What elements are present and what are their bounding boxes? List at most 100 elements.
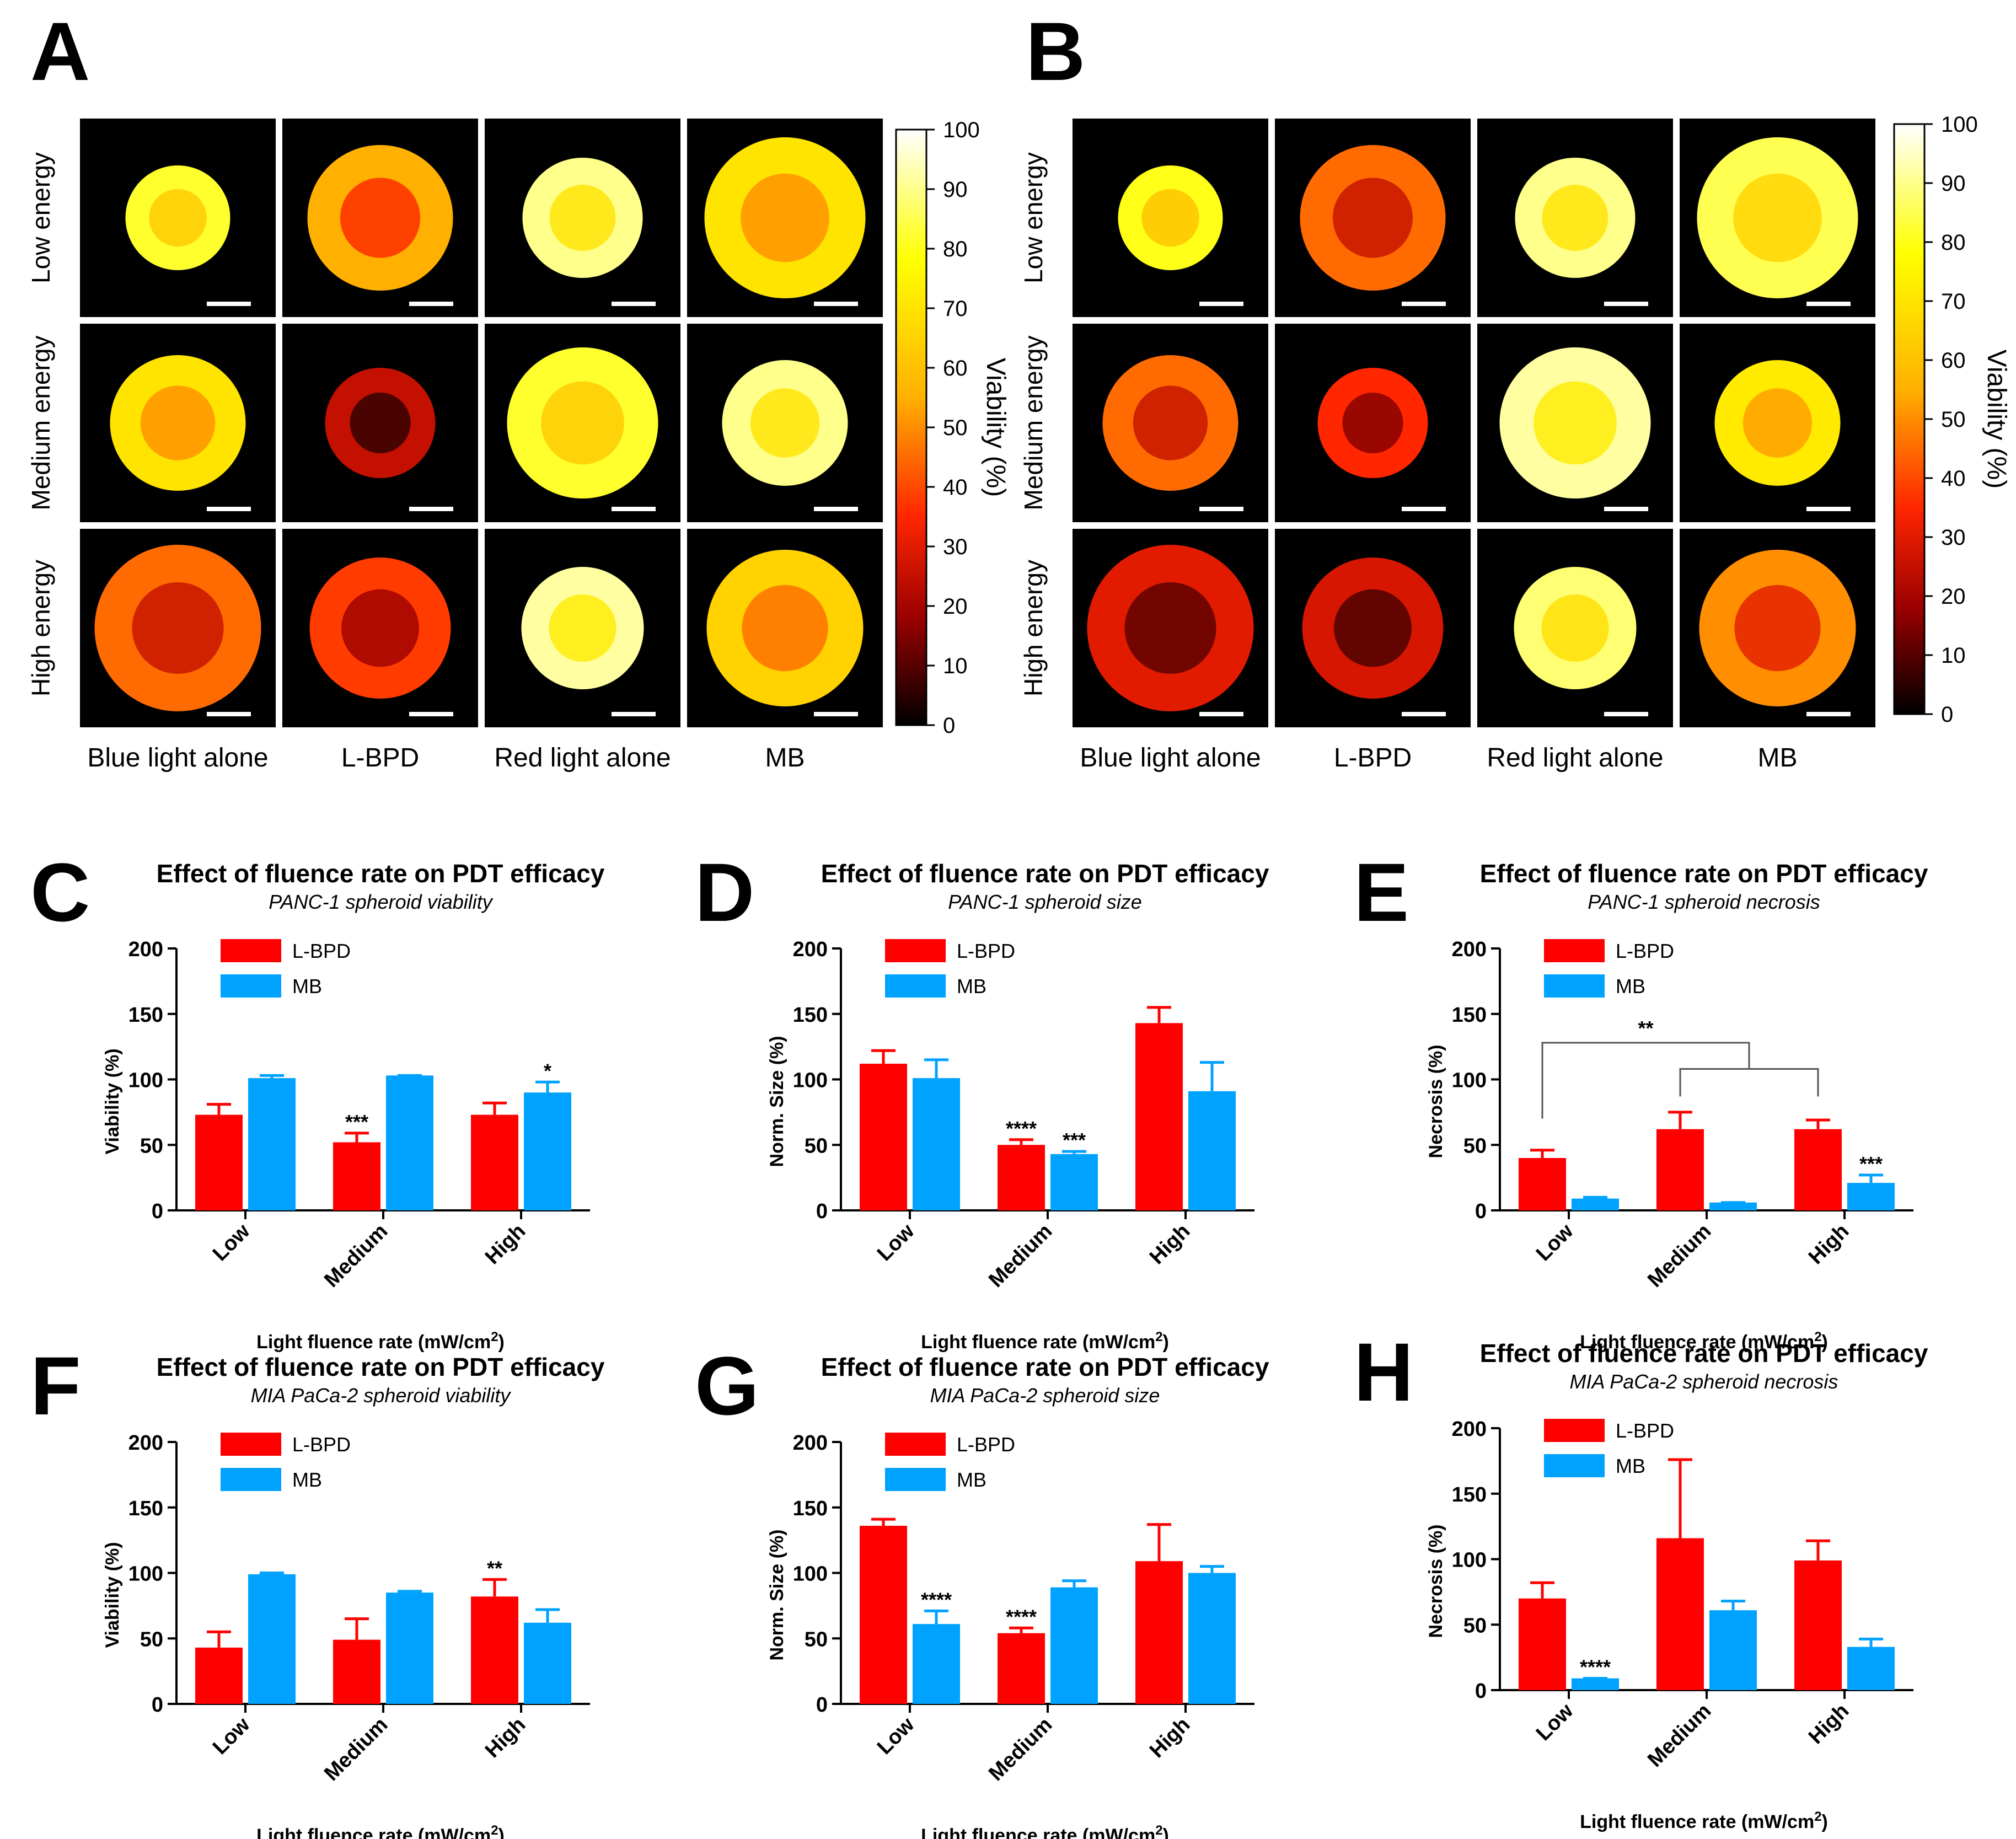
colorbar-tick-label: 10 — [943, 654, 968, 678]
colorbar-tick-label: 70 — [943, 297, 968, 321]
row-label: High energy — [1019, 560, 1048, 696]
spheroid-image — [80, 119, 276, 317]
x-axis-label-superscript: 2 — [491, 1329, 498, 1344]
spheroid-core — [1141, 189, 1199, 247]
x-tick-label: Low — [208, 1713, 255, 1759]
colorbar-tick-label: 20 — [943, 594, 968, 619]
bar-lbpd-high — [1794, 1129, 1842, 1210]
y-tick-label: 50 — [1463, 1134, 1487, 1157]
panel-letter: H — [1354, 1326, 1413, 1418]
scale-bar — [409, 507, 453, 511]
x-tick-label: Medium — [320, 1713, 392, 1786]
scale-bar — [207, 302, 251, 306]
legend-label: L-BPD — [292, 940, 351, 962]
y-axis-label: Norm. Size (%) — [766, 1529, 787, 1660]
significance-label: * — [544, 1059, 551, 1082]
colorbar-tick-label: 80 — [943, 237, 968, 261]
chart-panel-f: F Effect of fluence rate on PDT efficacy M… — [30, 1339, 605, 1839]
column-label: MB — [1758, 743, 1798, 773]
x-axis-label-superscript: 2 — [491, 1823, 498, 1838]
legend-label: MB — [292, 975, 322, 998]
y-tick-label: 200 — [128, 938, 163, 961]
bar-lbpd-high — [1135, 1023, 1183, 1210]
bar-lbpd-high — [1794, 1560, 1842, 1690]
x-tick-label: High — [481, 1713, 530, 1762]
spheroid-core — [1334, 589, 1412, 667]
chart-panel-c: C Effect of fluence rate on PDT efficacy P… — [30, 846, 605, 1353]
spheroid-core — [741, 173, 829, 262]
spheroid-core — [1742, 388, 1813, 458]
colorbar-tick-label: 100 — [943, 118, 980, 142]
legend-label: MB — [1616, 975, 1645, 998]
colorbar-tick-label: 20 — [1941, 585, 1966, 609]
spheroid-core — [140, 385, 216, 460]
bar-mb-high — [1188, 1573, 1236, 1704]
column-label: MB — [765, 743, 805, 773]
colorbar-tick-label: 10 — [1941, 644, 1966, 668]
spheroid-image — [1073, 119, 1268, 317]
y-tick-label: 0 — [1475, 1680, 1487, 1703]
bar-mb-medium — [386, 1075, 433, 1210]
chart-subtitle: PANC-1 spheroid size — [948, 891, 1141, 913]
spheroid-core — [1734, 585, 1821, 672]
y-tick-label: 0 — [152, 1200, 163, 1223]
y-tick-label: 100 — [793, 1563, 828, 1586]
x-axis-label: Light fluence rate (mW/cm2) — [256, 1329, 505, 1353]
y-tick-label: 0 — [816, 1200, 828, 1223]
scale-bar — [1806, 712, 1851, 716]
scale-bar — [612, 507, 656, 511]
bar-mb-high — [1188, 1091, 1236, 1210]
scale-bar — [814, 302, 858, 306]
chart-title: Effect of fluence rate on PDT efficacy — [1480, 1339, 1928, 1368]
bar-lbpd-low — [195, 1114, 243, 1210]
legend-swatch — [885, 1433, 946, 1456]
x-tick-label: Medium — [984, 1713, 1057, 1786]
y-tick-label: 150 — [128, 1497, 163, 1520]
spheroid-image — [1680, 324, 1875, 522]
bar-lbpd-medium — [1656, 1129, 1704, 1210]
scale-bar — [207, 712, 251, 716]
scale-bar — [612, 712, 656, 716]
x-axis-label-superscript: 2 — [1814, 1329, 1821, 1344]
spheroid-core — [1733, 173, 1822, 262]
colorbar-tick-label: 90 — [1941, 171, 1966, 196]
legend-swatch — [885, 1468, 946, 1491]
x-tick-label: Medium — [1643, 1220, 1715, 1292]
colorbar-tick-label: 40 — [1941, 467, 1966, 491]
scale-bar — [1806, 507, 1851, 511]
spheroid-image — [1477, 324, 1673, 522]
row-label: High energy — [26, 560, 55, 696]
spheroid-core — [149, 189, 207, 247]
bar-lbpd-high — [471, 1114, 518, 1210]
spheroid-core — [1534, 381, 1617, 465]
legend-label: L-BPD — [1616, 1419, 1674, 1442]
spheroid-core — [549, 594, 616, 662]
legend-swatch — [885, 974, 946, 998]
colorbar-tick-label: 0 — [1941, 703, 1953, 727]
colorbar-label: Viability (%) — [1982, 350, 2011, 489]
spheroid-core — [1133, 385, 1208, 460]
bar-mb-high — [524, 1622, 571, 1704]
y-tick-label: 50 — [1463, 1614, 1487, 1637]
legend-swatch — [221, 1468, 281, 1491]
spheroid-core — [1124, 582, 1216, 674]
y-tick-label: 50 — [140, 1628, 163, 1651]
spheroid-image — [1073, 529, 1268, 727]
scale-bar — [1402, 507, 1446, 511]
chart-title: Effect of fluence rate on PDT efficacy — [157, 859, 605, 888]
spheroid-image — [1477, 529, 1673, 727]
x-axis-label: Light fluence rate (mW/cm2) — [921, 1329, 1169, 1353]
panel-letter: A — [30, 5, 90, 98]
y-tick-label: 100 — [1452, 1069, 1487, 1092]
legend-label: L-BPD — [292, 1433, 351, 1456]
y-tick-label: 0 — [1475, 1200, 1487, 1223]
significance-label: ** — [1638, 1017, 1653, 1039]
legend-label: L-BPD — [957, 940, 1015, 962]
panel-letter: F — [30, 1339, 81, 1432]
row-label: Low energy — [1019, 152, 1048, 283]
colorbar-tick-label: 30 — [1941, 526, 1966, 550]
x-tick-label: High — [1804, 1220, 1853, 1269]
colorbar-tick-label: 90 — [943, 178, 968, 202]
legend-label: MB — [957, 1468, 986, 1491]
bar-mb-low — [248, 1574, 296, 1704]
